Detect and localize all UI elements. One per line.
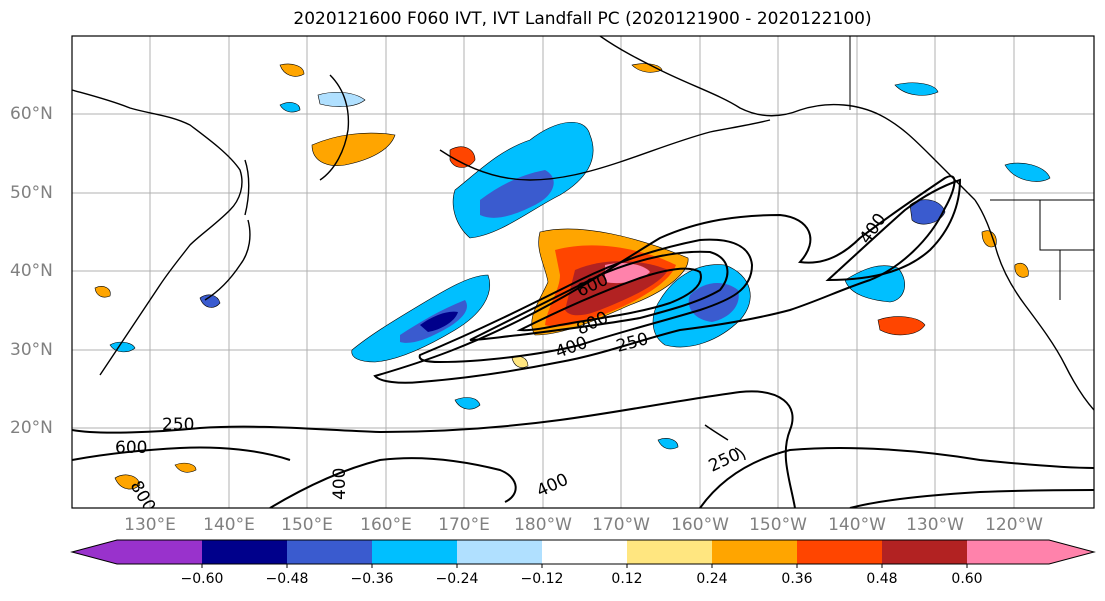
contour-label: 600 <box>115 438 147 458</box>
lon-label: 180°W <box>514 515 572 535</box>
colorbar-tick-label: 0.60 <box>951 571 983 587</box>
contour-label: 250 <box>162 415 194 435</box>
colorbar-swatch <box>372 540 457 564</box>
negative-small-3 <box>279 102 301 113</box>
lon-label: 140°W <box>828 515 886 535</box>
lon-label: 160°W <box>671 515 729 535</box>
negative-small-5 <box>1004 162 1051 182</box>
colorbar-extend-low <box>72 540 117 564</box>
negative-small-4 <box>894 82 939 96</box>
contour-800 <box>516 267 702 332</box>
colorbar-tick-label: 0.48 <box>866 571 898 587</box>
lon-label: 150°E <box>281 515 333 535</box>
colorbar-swatch <box>797 540 882 564</box>
colorbar-tick-label: 0.24 <box>696 571 728 587</box>
positive-nw <box>311 132 396 166</box>
positive-small-9 <box>174 462 197 473</box>
colorbar-tick-label: −0.48 <box>265 571 309 587</box>
lon-label: 130°E <box>124 515 176 535</box>
negative-small-7 <box>454 397 481 410</box>
positive-small-8 <box>94 286 111 298</box>
colorbar-tick-label: −0.36 <box>350 571 394 587</box>
colorbar <box>70 539 1096 568</box>
lat-label: 20°N <box>10 418 53 438</box>
contour-250-southeast <box>699 447 1094 508</box>
contour-600-south <box>72 446 291 461</box>
lon-label: 140°E <box>203 515 255 535</box>
colorbar-tick-label: −0.60 <box>180 571 224 587</box>
colorbar-swatch <box>117 540 202 564</box>
negative-north-inner <box>480 170 554 218</box>
colorbar-swatch <box>967 540 1049 564</box>
lat-label: 40°N <box>10 261 53 281</box>
coast-sakhalin <box>244 159 250 216</box>
colorbar-swatch <box>542 540 627 564</box>
contour-label: 400 <box>330 468 350 500</box>
lat-label: 50°N <box>10 183 53 203</box>
map-panel: 250 600 800 400 600 800 400 250 400 250 … <box>72 36 1094 508</box>
lat-label: 60°N <box>10 104 53 124</box>
positive-small-6 <box>631 63 663 73</box>
lon-label: 160°E <box>360 515 412 535</box>
map-title: 2020121600 F060 IVT, IVT Landfall PC (20… <box>293 9 872 29</box>
positive-small-4 <box>1014 262 1029 278</box>
coast-aleutians <box>439 119 771 181</box>
negative-far-east <box>909 199 946 225</box>
colorbar-tick-label: −0.24 <box>435 571 479 587</box>
coastlines <box>72 36 1094 461</box>
coast-alaska <box>599 36 976 201</box>
colorbar-tick-label: 0.12 <box>611 571 643 587</box>
map-frame <box>71 35 1095 509</box>
colorbar-tick-label: 0.36 <box>781 571 813 587</box>
coast-asia <box>72 89 243 376</box>
contour-250-south <box>72 390 796 508</box>
negative-west <box>351 274 490 363</box>
lon-label: 150°W <box>749 515 807 535</box>
coast-north-america <box>974 199 1094 411</box>
negative-small-1 <box>199 294 221 308</box>
contour-400-southeast <box>849 489 1094 508</box>
contour-600 <box>469 250 729 341</box>
negative-northwest <box>317 91 366 107</box>
contour-400 <box>418 238 754 364</box>
pc-shading <box>94 63 1051 490</box>
colorbar-swatch <box>457 540 542 564</box>
colorbar-extend-high <box>1049 540 1094 564</box>
coast-japan <box>204 219 251 301</box>
colorbar-outline <box>70 539 1096 565</box>
coast-kamchatka <box>319 74 350 181</box>
lat-label: 30°N <box>10 340 53 360</box>
lon-label: 170°E <box>438 515 490 535</box>
colorbar-swatch <box>882 540 967 564</box>
lon-label: 120°W <box>985 515 1043 535</box>
lon-label: 130°W <box>906 515 964 535</box>
negative-east-inner <box>688 283 739 322</box>
positive-small-1 <box>449 146 476 168</box>
coast-hawaii <box>704 424 746 461</box>
border-states <box>1039 200 1094 300</box>
negative-northeast <box>844 265 905 303</box>
colorbar-swatch <box>287 540 372 564</box>
positive-small-5 <box>279 63 305 77</box>
colorbar-tick-label: −0.12 <box>520 571 564 587</box>
positive-small-3 <box>981 230 997 248</box>
colorbar-swatch <box>202 540 287 564</box>
borders <box>849 36 1094 300</box>
negative-small-6 <box>657 438 679 450</box>
positive-small-7 <box>114 474 141 490</box>
colorbar-swatch <box>627 540 712 564</box>
contour-400-east <box>825 178 962 282</box>
negative-west-core <box>420 311 458 332</box>
lon-label: 170°W <box>592 515 650 535</box>
colorbar-swatch <box>712 540 797 564</box>
contour-400-south <box>269 457 517 508</box>
positive-small-2 <box>877 316 926 336</box>
